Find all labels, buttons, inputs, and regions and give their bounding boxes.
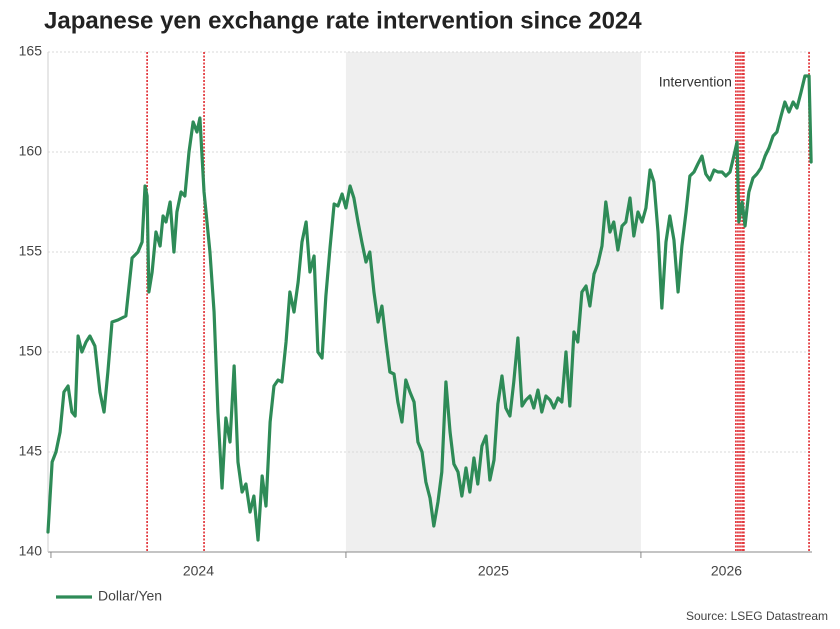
legend-label: Dollar/Yen <box>98 588 162 604</box>
series-line <box>46 74 813 542</box>
annotation: Intervention <box>659 74 732 90</box>
y-tick-label: 160 <box>19 143 43 159</box>
plot-area: 140 145 150 155 160 165 2024 2025 2026 Interventi… <box>19 43 813 604</box>
y-tick-label: 155 <box>19 243 43 259</box>
source-note: Source: LSEG Datastream <box>686 609 828 623</box>
shaded-period <box>345 52 641 552</box>
y-tick-label: 150 <box>19 343 43 359</box>
x-tick-label: 2025 <box>478 563 509 579</box>
y-tick-label: 140 <box>19 543 43 559</box>
chart-title: Japanese yen exchange rate intervention … <box>44 7 642 34</box>
y-tick-label: 165 <box>19 43 43 59</box>
x-tick-label: 2026 <box>711 563 742 579</box>
y-tick-label: 145 <box>19 443 43 459</box>
x-tick-label: 2024 <box>183 563 214 579</box>
